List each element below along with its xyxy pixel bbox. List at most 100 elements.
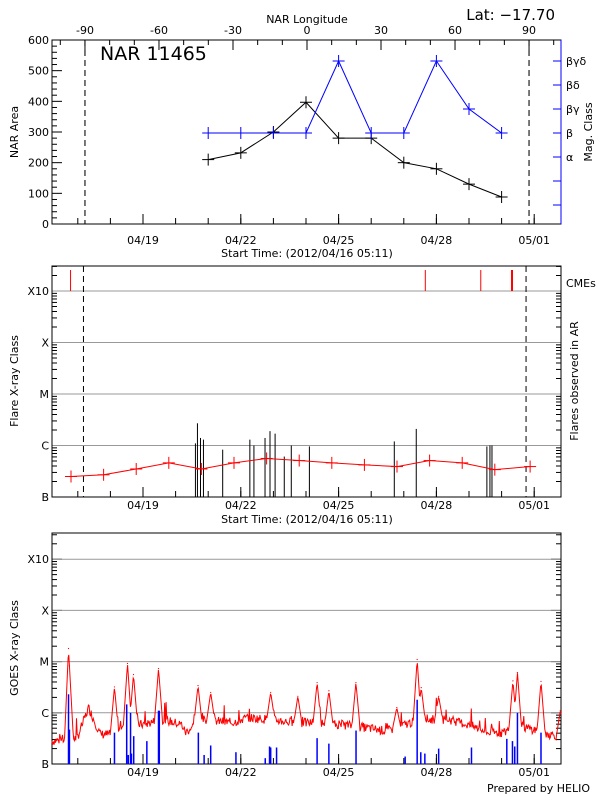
mag-class-point — [397, 127, 410, 139]
right-axis-title: Flares observed in AR — [568, 321, 581, 441]
goes-peak-mark — [157, 667, 160, 670]
class-tick-label: X — [41, 604, 49, 617]
mag-class-tick-label: βγδ — [566, 55, 587, 68]
goes-peak-mark — [197, 684, 199, 687]
longitude-axis-title: NAR Longitude — [266, 13, 348, 26]
latitude-label: Lat: −17.70 — [466, 6, 555, 24]
goes-peak-mark — [559, 710, 561, 712]
longitude-tick-label: -30 — [224, 24, 242, 37]
area-point — [300, 96, 312, 109]
area-point — [202, 153, 215, 166]
date-tick-label: 05/01 — [518, 234, 550, 247]
goes-peak-mark — [512, 680, 514, 682]
flare-trend-point — [391, 460, 404, 473]
flare-trend-point — [260, 452, 273, 465]
flare-trend-point — [130, 462, 143, 475]
goes-peak-mark — [420, 687, 422, 689]
y-axis-title: NAR Area — [8, 106, 21, 158]
area-point — [430, 162, 443, 175]
date-tick-label: 04/28 — [421, 766, 453, 779]
region-title: NAR 11465 — [100, 43, 207, 65]
date-tick-label: 04/19 — [127, 234, 159, 247]
flare-trend-point — [228, 456, 241, 469]
area-point — [332, 132, 345, 145]
class-tick-label: M — [40, 656, 50, 669]
y-tick-label: 600 — [28, 34, 49, 47]
date-tick-label: 04/19 — [127, 766, 159, 779]
flare-trend-point — [195, 462, 208, 475]
goes-peak-mark — [132, 673, 135, 676]
flare-trend-point — [488, 463, 501, 476]
flare-trend-point — [97, 468, 110, 481]
y-tick-label: 300 — [28, 126, 49, 139]
mag-class-tick-label: βδ — [566, 79, 580, 92]
date-tick-label: 04/22 — [225, 499, 257, 512]
area-point — [463, 178, 475, 191]
goes-peak-mark — [270, 691, 272, 694]
mag-class-point — [202, 127, 215, 139]
longitude-tick-label: 60 — [448, 24, 462, 37]
date-tick-label: 05/01 — [518, 766, 550, 779]
mag-class-point — [365, 127, 378, 139]
goes-peak-mark — [68, 665, 71, 667]
mag-class-point — [430, 55, 443, 67]
date-tick-label: 04/25 — [323, 766, 355, 779]
mag-class-tick-label: α — [566, 151, 573, 164]
y-axis-title: Flare X-ray Class — [8, 335, 21, 427]
area-series-line — [208, 101, 502, 198]
goes-peak-mark — [297, 695, 299, 697]
footer-credit: Prepared by HELIO — [487, 782, 590, 795]
mag-class-series-line — [208, 59, 502, 134]
mag-class-tick-label: β — [566, 127, 573, 140]
mag-class-tick-label: βγ — [566, 103, 580, 116]
class-tick-label: X — [41, 337, 49, 350]
goes-peak-mark — [438, 695, 440, 697]
class-tick-label: M — [40, 388, 50, 401]
goes-peak-mark — [396, 707, 398, 709]
longitude-tick-label: -90 — [76, 24, 94, 37]
x-axis-title: Start Time: (2012/04/16 05:11) — [221, 247, 393, 260]
goes-peak-mark — [516, 671, 519, 674]
y-axis-title: GOES X-ray Class — [8, 600, 21, 696]
flare-trend-point — [325, 456, 338, 469]
mag-class-point — [463, 103, 475, 115]
flare-trend-point — [524, 460, 537, 473]
mag-class-point — [267, 127, 280, 139]
y-tick-label: 500 — [28, 65, 49, 78]
area-point — [397, 156, 410, 169]
area-point — [234, 146, 247, 159]
goes-peak-mark — [540, 680, 542, 683]
flare-trend-point — [162, 456, 175, 469]
goes-peak-mark — [67, 647, 70, 650]
longitude-tick-label: -60 — [150, 24, 168, 37]
date-tick-label: 04/25 — [323, 499, 355, 512]
class-tick-label: B — [41, 491, 49, 504]
date-tick-label: 04/28 — [421, 234, 453, 247]
goes-peak-mark — [210, 691, 212, 694]
flare-trend-point — [65, 470, 78, 483]
date-tick-label: 04/19 — [127, 499, 159, 512]
mag-class-point — [332, 55, 345, 67]
goes-peak-mark — [113, 686, 116, 688]
class-tick-label: C — [41, 707, 49, 720]
date-tick-label: 05/01 — [518, 499, 550, 512]
longitude-tick-label: 90 — [522, 24, 536, 37]
flare-trend-point — [358, 458, 371, 471]
date-tick-label: 04/22 — [225, 234, 257, 247]
goes-peak-mark — [355, 681, 357, 684]
goes-long-channel-line — [51, 654, 562, 745]
panel-nar-area: 0 100 200 300 400 500 600 -90 -30 -60 0 30 60 90 NAR L… — [8, 13, 595, 260]
y-tick-label: 200 — [28, 157, 49, 170]
goes-peak-mark — [126, 662, 129, 665]
mag-class-point — [495, 127, 508, 139]
y-tick-label: 400 — [28, 95, 49, 108]
flare-trend-point — [293, 454, 306, 467]
goes-peak-mark — [316, 681, 318, 684]
mag-class-point — [234, 127, 247, 139]
date-tick-label: 04/22 — [225, 766, 257, 779]
class-tick-label: C — [41, 440, 49, 453]
longitude-tick-label: 30 — [374, 24, 388, 37]
class-tick-label: X10 — [27, 285, 49, 298]
